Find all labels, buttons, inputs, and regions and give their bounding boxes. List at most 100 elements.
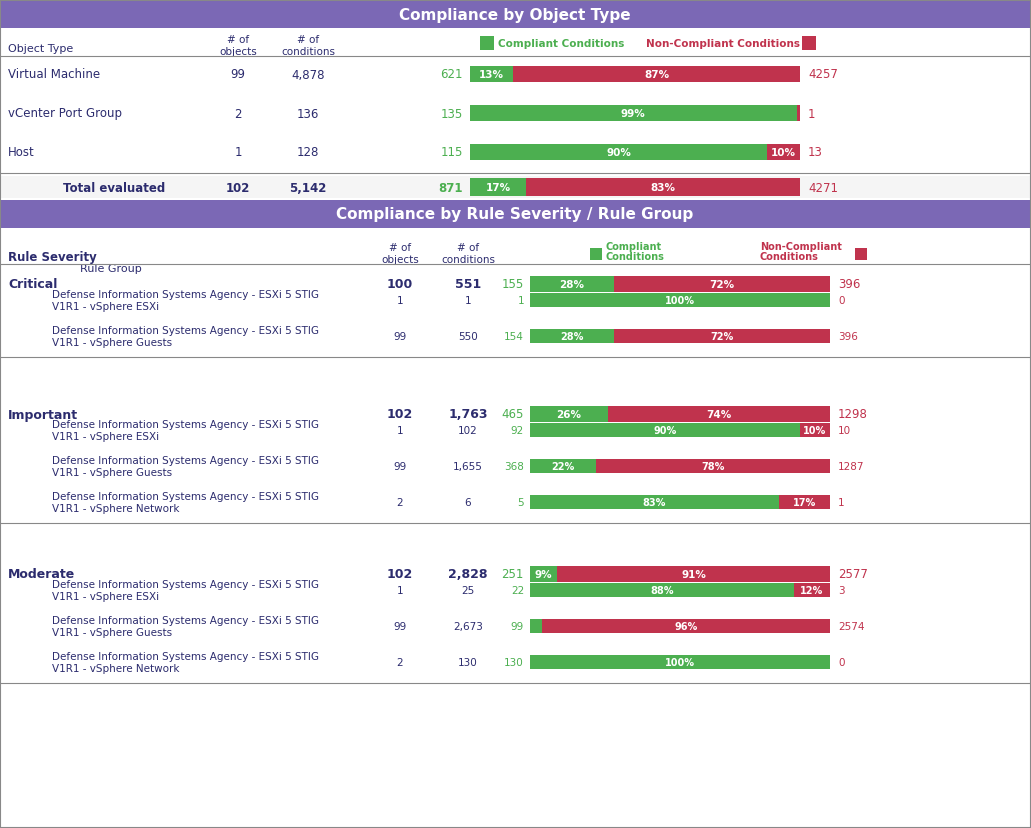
Text: 102: 102 xyxy=(387,408,413,421)
Text: Defense Information Systems Agency - ESXi 5 STIG
V1R1 - vSphere ESXi: Defense Information Systems Agency - ESX… xyxy=(52,420,319,441)
Text: 136: 136 xyxy=(297,108,320,120)
Text: 78%: 78% xyxy=(701,461,725,471)
Text: 2,673: 2,673 xyxy=(453,621,483,631)
FancyBboxPatch shape xyxy=(596,460,830,474)
Text: 26%: 26% xyxy=(557,410,581,420)
FancyBboxPatch shape xyxy=(530,277,614,292)
Text: 1287: 1287 xyxy=(838,461,865,471)
FancyBboxPatch shape xyxy=(542,619,830,633)
Text: Defense Information Systems Agency - ESXi 5 STIG
V1R1 - vSphere Network: Defense Information Systems Agency - ESX… xyxy=(52,652,319,673)
Text: 2: 2 xyxy=(397,498,403,508)
Text: 102: 102 xyxy=(387,568,413,580)
Text: Defense Information Systems Agency - ESXi 5 STIG
V1R1 - vSphere ESXi: Defense Information Systems Agency - ESX… xyxy=(52,290,319,311)
Text: 83%: 83% xyxy=(651,183,675,193)
Text: 130: 130 xyxy=(458,657,478,667)
Text: 88%: 88% xyxy=(651,585,673,595)
Text: # of
objects: # of objects xyxy=(220,35,257,57)
Text: 2: 2 xyxy=(397,657,403,667)
Text: 251: 251 xyxy=(502,568,524,580)
Text: 22%: 22% xyxy=(552,461,574,471)
Text: Host: Host xyxy=(8,147,35,159)
Text: 4271: 4271 xyxy=(808,181,838,195)
Text: Defense Information Systems Agency - ESXi 5 STIG
V1R1 - vSphere Network: Defense Information Systems Agency - ESX… xyxy=(52,492,319,513)
Text: 368: 368 xyxy=(504,461,524,471)
Text: 100: 100 xyxy=(387,278,413,291)
FancyBboxPatch shape xyxy=(590,248,602,261)
Text: 2,828: 2,828 xyxy=(448,568,488,580)
Text: 28%: 28% xyxy=(560,331,584,342)
Text: 5: 5 xyxy=(518,498,524,508)
Text: 99: 99 xyxy=(394,461,406,471)
Text: 396: 396 xyxy=(838,331,858,342)
Text: 99: 99 xyxy=(394,331,406,342)
Text: 1: 1 xyxy=(397,585,403,595)
Text: 13%: 13% xyxy=(479,70,504,80)
Text: Object Type: Object Type xyxy=(8,44,73,54)
Text: 6: 6 xyxy=(465,498,471,508)
Text: 96%: 96% xyxy=(674,621,698,631)
Text: 871: 871 xyxy=(438,181,463,195)
FancyBboxPatch shape xyxy=(800,423,830,437)
FancyBboxPatch shape xyxy=(802,37,816,51)
FancyBboxPatch shape xyxy=(608,407,830,422)
Text: Conditions: Conditions xyxy=(760,252,819,262)
Text: 135: 135 xyxy=(440,108,463,120)
FancyBboxPatch shape xyxy=(530,407,608,422)
Text: 22: 22 xyxy=(510,585,524,595)
Text: 154: 154 xyxy=(504,331,524,342)
Text: 99: 99 xyxy=(231,69,245,81)
Text: Compliant: Compliant xyxy=(605,242,661,252)
Text: 551: 551 xyxy=(455,278,481,291)
Text: 87%: 87% xyxy=(644,70,669,80)
Text: Compliance by Object Type: Compliance by Object Type xyxy=(399,7,631,22)
FancyBboxPatch shape xyxy=(530,495,779,509)
Text: Defense Information Systems Agency - ESXi 5 STIG
V1R1 - vSphere Guests: Defense Information Systems Agency - ESX… xyxy=(52,615,319,637)
FancyBboxPatch shape xyxy=(530,330,614,344)
Text: 0: 0 xyxy=(838,657,844,667)
Text: 100%: 100% xyxy=(665,296,695,306)
Text: Critical: Critical xyxy=(8,278,58,291)
Text: 465: 465 xyxy=(502,408,524,421)
FancyBboxPatch shape xyxy=(794,583,830,597)
Text: 2: 2 xyxy=(234,108,241,120)
Text: 17%: 17% xyxy=(486,183,510,193)
Text: 1: 1 xyxy=(518,296,524,306)
FancyBboxPatch shape xyxy=(470,106,797,122)
Text: 1: 1 xyxy=(397,296,403,306)
Text: 74%: 74% xyxy=(706,410,732,420)
Text: Compliance by Rule Severity / Rule Group: Compliance by Rule Severity / Rule Group xyxy=(336,207,694,222)
Text: 10: 10 xyxy=(838,426,852,436)
Text: 72%: 72% xyxy=(709,280,734,290)
FancyBboxPatch shape xyxy=(530,566,557,582)
Text: Compliant Conditions: Compliant Conditions xyxy=(498,39,625,49)
Text: 1: 1 xyxy=(465,296,471,306)
Text: # of
objects: # of objects xyxy=(381,243,419,264)
FancyBboxPatch shape xyxy=(0,177,1031,199)
FancyBboxPatch shape xyxy=(779,495,830,509)
FancyBboxPatch shape xyxy=(0,200,1031,229)
FancyBboxPatch shape xyxy=(0,0,1031,29)
Text: 2574: 2574 xyxy=(838,621,865,631)
Text: 12%: 12% xyxy=(800,585,824,595)
FancyBboxPatch shape xyxy=(530,583,794,597)
Text: 1298: 1298 xyxy=(838,408,868,421)
Text: 90%: 90% xyxy=(654,426,676,436)
Text: 5,142: 5,142 xyxy=(290,181,327,195)
Text: 72%: 72% xyxy=(710,331,734,342)
Text: 13: 13 xyxy=(808,147,823,159)
Text: 1,655: 1,655 xyxy=(453,461,483,471)
Text: 83%: 83% xyxy=(642,498,666,508)
Text: 90%: 90% xyxy=(606,148,631,158)
Text: 102: 102 xyxy=(458,426,478,436)
Text: 115: 115 xyxy=(440,147,463,159)
Text: 0: 0 xyxy=(838,296,844,306)
Text: 1: 1 xyxy=(234,147,241,159)
Text: 100%: 100% xyxy=(665,657,695,667)
Text: 10%: 10% xyxy=(771,148,796,158)
FancyBboxPatch shape xyxy=(614,330,830,344)
Text: 25: 25 xyxy=(462,585,474,595)
Text: 99: 99 xyxy=(394,621,406,631)
FancyBboxPatch shape xyxy=(470,145,767,161)
Text: 1,763: 1,763 xyxy=(448,408,488,421)
Text: vCenter Port Group: vCenter Port Group xyxy=(8,108,122,120)
